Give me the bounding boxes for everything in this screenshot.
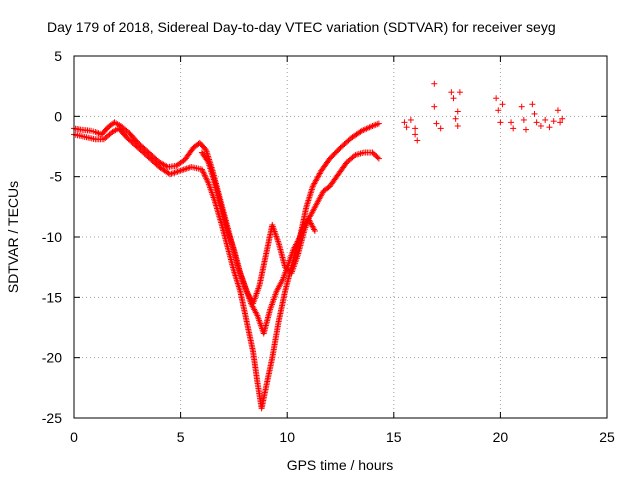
data-point bbox=[508, 119, 515, 126]
x-tick-label: 0 bbox=[70, 429, 78, 445]
y-tick-label: -25 bbox=[42, 410, 62, 426]
chart-title: Day 179 of 2018, Sidereal Day-to-day VTE… bbox=[47, 19, 556, 35]
data-point bbox=[203, 175, 210, 182]
data-point bbox=[414, 137, 421, 144]
data-point bbox=[203, 176, 210, 183]
data-point bbox=[202, 173, 209, 180]
data-point bbox=[407, 116, 414, 123]
data-point bbox=[529, 101, 536, 108]
x-tick-label: 10 bbox=[279, 429, 295, 445]
data-point bbox=[546, 124, 553, 131]
data-point bbox=[375, 120, 382, 127]
data-point bbox=[176, 168, 183, 175]
data-point bbox=[200, 169, 207, 176]
data-point bbox=[559, 115, 566, 122]
y-tick-label: 5 bbox=[54, 48, 62, 64]
data-point bbox=[351, 153, 358, 160]
data-point bbox=[554, 107, 561, 114]
x-axis-label: GPS time / hours bbox=[287, 457, 394, 473]
data-point bbox=[374, 154, 381, 161]
data-points bbox=[71, 80, 566, 412]
data-point bbox=[437, 125, 444, 132]
data-point bbox=[433, 120, 440, 127]
x-tick-label: 15 bbox=[386, 429, 402, 445]
y-tick-labels: -25 -20 -15 -10 -5 0 5 bbox=[42, 48, 62, 426]
data-point bbox=[412, 125, 419, 132]
data-point bbox=[403, 124, 410, 131]
data-point bbox=[493, 95, 500, 102]
data-point bbox=[401, 119, 408, 126]
data-point bbox=[412, 131, 419, 138]
data-point bbox=[510, 125, 517, 132]
data-point bbox=[431, 80, 438, 87]
data-point bbox=[531, 110, 538, 117]
y-axis-label: SDTVAR / TECUs bbox=[5, 181, 21, 293]
axis-ticks bbox=[73, 55, 608, 419]
data-point bbox=[183, 165, 190, 172]
data-point bbox=[499, 101, 506, 108]
data-point bbox=[204, 157, 211, 164]
x-tick-labels: 0 5 10 15 20 25 bbox=[70, 429, 615, 445]
data-point bbox=[375, 155, 382, 162]
data-point bbox=[198, 166, 205, 173]
data-point bbox=[173, 169, 180, 176]
data-point bbox=[182, 166, 189, 173]
data-point bbox=[199, 167, 206, 174]
data-point bbox=[180, 166, 187, 173]
data-point bbox=[311, 227, 318, 234]
data-point bbox=[171, 169, 178, 176]
data-point bbox=[454, 108, 461, 115]
x-tick-label: 5 bbox=[177, 429, 185, 445]
data-point bbox=[107, 130, 114, 137]
data-point bbox=[497, 119, 504, 126]
data-point bbox=[520, 116, 527, 123]
data-point bbox=[168, 170, 175, 177]
y-tick-label: -20 bbox=[42, 350, 62, 366]
data-point bbox=[431, 103, 438, 110]
data-point bbox=[450, 95, 457, 102]
x-tick-label: 20 bbox=[493, 429, 509, 445]
data-point bbox=[533, 119, 540, 126]
data-point bbox=[201, 172, 208, 179]
data-point bbox=[169, 170, 176, 177]
data-point bbox=[204, 178, 211, 185]
data-point bbox=[456, 89, 463, 96]
data-point bbox=[174, 168, 181, 175]
data-point bbox=[557, 119, 564, 126]
data-point bbox=[542, 116, 549, 123]
y-tick-label: -15 bbox=[42, 289, 62, 305]
data-point bbox=[454, 122, 461, 129]
data-point bbox=[185, 165, 192, 172]
x-tick-label: 25 bbox=[599, 429, 615, 445]
data-point bbox=[179, 167, 186, 174]
plot-frame bbox=[73, 55, 608, 419]
y-tick-label: 0 bbox=[54, 108, 62, 124]
data-point bbox=[550, 118, 557, 125]
data-point bbox=[177, 167, 184, 174]
y-tick-label: -10 bbox=[42, 229, 62, 245]
y-tick-label: -5 bbox=[50, 169, 63, 185]
data-point bbox=[537, 122, 544, 129]
grid bbox=[74, 56, 607, 418]
data-point bbox=[201, 170, 208, 177]
data-point bbox=[522, 126, 529, 133]
data-point bbox=[448, 89, 455, 96]
data-point bbox=[495, 107, 502, 114]
data-point bbox=[518, 103, 525, 110]
data-point bbox=[452, 115, 459, 122]
